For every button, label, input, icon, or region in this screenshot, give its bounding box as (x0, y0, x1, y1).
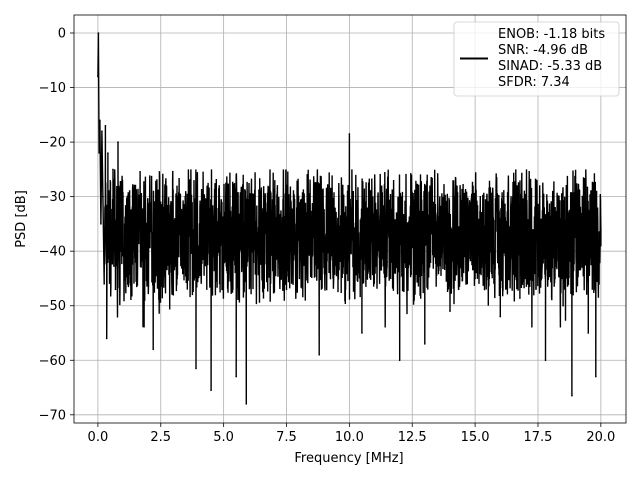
psd-data-point (117, 141, 119, 143)
psd-data-point (449, 310, 451, 312)
psd-data-point (549, 217, 552, 220)
psd-data-point (245, 403, 248, 405)
psd-data-point (210, 389, 212, 392)
psd-data-point (499, 315, 502, 318)
x-tick-label: 5.0 (213, 430, 234, 445)
x-tick-label: 17.5 (524, 430, 553, 445)
legend: ENOB: -1.18 bits SNR: -4.96 dB SINAD: -5… (453, 21, 620, 97)
psd-data-point (318, 354, 320, 356)
psd-data-point (114, 288, 117, 291)
psd-data-point (373, 212, 376, 214)
x-tick-label: 12.5 (398, 430, 427, 445)
psd-data-point (100, 223, 102, 225)
psd-data-point (512, 234, 514, 236)
legend-line-snr: SNR: -4.96 dB (498, 43, 588, 58)
psd-trace (97, 32, 602, 404)
psd-data-point (461, 228, 464, 231)
y-tick-label: −50 (39, 299, 66, 314)
psd-data-point (152, 348, 155, 351)
psd-data-point (595, 375, 597, 378)
x-tick-label: 10.0 (335, 430, 364, 445)
psd-data-point (398, 359, 401, 362)
axis-ticks: 0.0 2.5 5.0 7.5 10.0 12.5 15.0 17.5 20.0 0 −10 −20 −… (39, 27, 616, 446)
psd-data-point (571, 394, 573, 397)
psd-data-point (273, 234, 275, 236)
psd-data-point (562, 304, 564, 307)
psd-data-point (587, 332, 590, 334)
legend-box (453, 21, 620, 97)
psd-data-point (347, 184, 349, 187)
legend-line-sinad: SINAD: -5.33 dB (498, 59, 602, 74)
psd-data-point (386, 261, 388, 263)
psd-data-point (474, 277, 476, 280)
y-tick-label: 0 (58, 27, 66, 42)
y-tick-label: −10 (39, 81, 66, 96)
psd-data-point (411, 223, 414, 225)
psd-data-point (97, 75, 99, 78)
psd-data-point (107, 152, 109, 154)
x-tick-label: 0.0 (88, 430, 109, 445)
psd-data-point (235, 375, 238, 378)
x-tick-label: 7.5 (276, 430, 297, 445)
psd-data-point (185, 212, 187, 214)
psd-data-point (159, 223, 162, 225)
psd-data-point (600, 228, 602, 231)
psd-data-point (222, 239, 225, 242)
legend-line-enob: ENOB: -1.18 bits (498, 27, 605, 42)
x-tick-label: 15.0 (461, 430, 490, 445)
psd-data-point (486, 217, 489, 220)
psd-data-point (99, 119, 101, 122)
psd-data-point (103, 283, 105, 285)
y-tick-label: −40 (39, 245, 66, 260)
psd-data-point (235, 217, 238, 220)
psd-data-point (361, 332, 363, 334)
psd-data-point (97, 32, 100, 34)
psd-data-point (537, 212, 539, 214)
psd-data-point (195, 367, 197, 370)
x-tick-label: 2.5 (150, 430, 171, 445)
psd-data-point (524, 277, 527, 280)
plot-frame (73, 14, 627, 424)
psd-data-point (544, 359, 547, 362)
psd-data-point (109, 250, 112, 252)
psd-data-point (348, 133, 351, 135)
y-tick-label: −30 (39, 190, 66, 205)
y-tick-label: −60 (39, 354, 66, 369)
psd-data-point (119, 250, 122, 252)
psd-data-point (574, 228, 577, 231)
psd-data-point (298, 217, 300, 220)
series-layer (97, 32, 602, 405)
psd-data-point (134, 261, 137, 263)
y-tick-label: −20 (39, 136, 66, 151)
psd-data-point (112, 168, 114, 171)
psd-data-point (436, 212, 439, 214)
legend-line-sfdr: SFDR: 7.34 (498, 75, 570, 90)
psd-data-point (104, 124, 107, 127)
psd-data-point (349, 206, 352, 209)
y-tick-label: −70 (39, 408, 66, 423)
psd-data-point (202, 228, 205, 231)
psd-data-point (172, 294, 175, 296)
x-axis-label: Frequency [MHz] (294, 451, 403, 466)
psd-data-point (102, 195, 104, 198)
psd-data-point (424, 343, 426, 345)
psd-data-point (147, 206, 149, 209)
psd-data-point (260, 250, 263, 252)
psd-data-point (285, 288, 288, 291)
psd-data-point (98, 152, 100, 154)
psd-data-point (105, 337, 108, 340)
x-tick-label: 20.0 (586, 430, 615, 445)
psd-data-point (122, 195, 124, 198)
psd-data-point (335, 228, 338, 231)
psd-data-point (101, 130, 103, 132)
y-axis-label: PSD [dB] (14, 190, 29, 248)
